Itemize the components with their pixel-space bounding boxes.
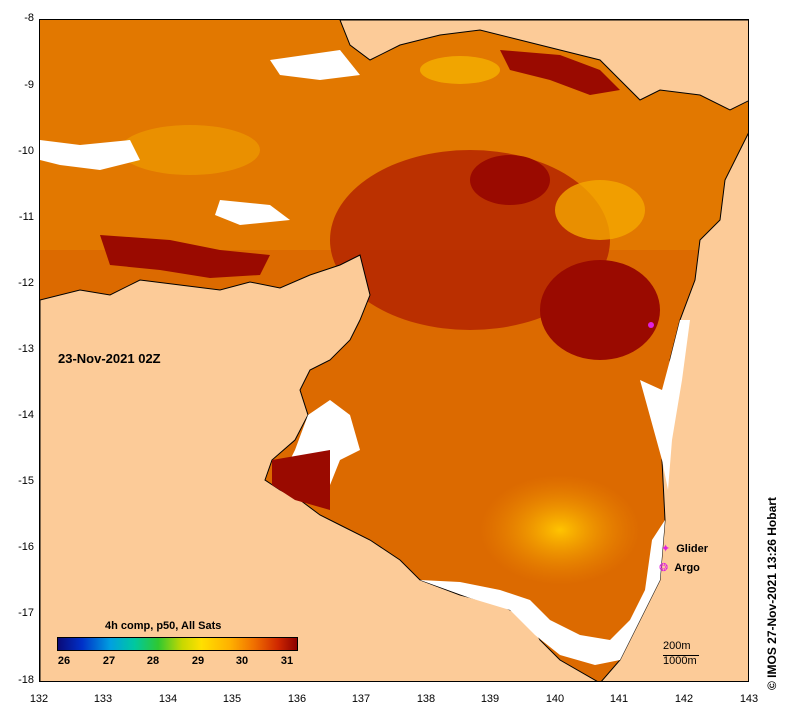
credit-text: © IMOS 27-Nov-2021 13:26 Hobart [765, 497, 779, 690]
colorbar [57, 637, 298, 651]
y-tick-label: -18 [18, 674, 34, 686]
x-tick-label: 132 [29, 693, 49, 705]
colorbar-label: 31 [280, 655, 294, 667]
sst-map-canvas [40, 20, 748, 681]
depth-contour-label-200: 200m [663, 640, 691, 652]
depth-contour-label-1000: 1000m [663, 655, 697, 667]
x-tick-label: 135 [222, 693, 242, 705]
colorbar-label: 29 [191, 655, 205, 667]
colorbar-label: 27 [102, 655, 116, 667]
glider-icon: ✦ [661, 543, 671, 555]
depth-contour-line [663, 655, 699, 656]
nodata-north-west [40, 140, 140, 170]
x-tick-label: 137 [351, 693, 371, 705]
hot-strip-north [500, 50, 620, 95]
colorbar-label: 26 [57, 655, 71, 667]
legend-glider: ✦ Glider [661, 542, 708, 555]
y-tick-label: -8 [24, 12, 34, 24]
y-tick-label: -9 [24, 79, 34, 91]
legend-argo-label: Argo [674, 562, 700, 574]
land-island-west [272, 450, 330, 510]
y-tick-label: -12 [18, 277, 34, 289]
x-tick-label: 134 [158, 693, 178, 705]
nodata-gulf-south [420, 520, 665, 665]
x-tick-label: 136 [287, 693, 307, 705]
x-tick-label: 139 [480, 693, 500, 705]
argo-icon: ❂ [659, 562, 669, 574]
colorbar-label: 28 [146, 655, 160, 667]
nodata-north-band [270, 50, 360, 80]
colorbar-label: 30 [235, 655, 249, 667]
east-yellow-patch [555, 180, 645, 240]
legend-glider-label: Glider [676, 543, 709, 555]
y-tick-label: -14 [18, 409, 34, 421]
land-north-coast [339, 20, 748, 111]
y-tick-label: -17 [18, 607, 34, 619]
x-tick-label: 142 [674, 693, 694, 705]
east-hot-patch [540, 260, 660, 360]
x-tick-label: 141 [609, 693, 629, 705]
x-tick-label: 138 [416, 693, 436, 705]
x-tick-label: 133 [93, 693, 113, 705]
north-yellow-patch [420, 56, 500, 84]
y-tick-label: -11 [18, 211, 34, 223]
legend-argo: ❂ Argo [659, 561, 700, 574]
north-gulf-hot-patch [470, 155, 550, 205]
colorbar-title: 4h comp, p50, All Sats [105, 620, 222, 632]
south-yellow-patch [480, 475, 640, 585]
sst-map[interactable] [39, 19, 749, 682]
glider-marker[interactable] [648, 322, 654, 328]
hot-strip-northwest [100, 235, 270, 278]
y-tick-label: -15 [18, 475, 34, 487]
y-tick-label: -13 [18, 343, 34, 355]
y-tick-label: -10 [18, 145, 34, 157]
west-yellow-patch [120, 125, 260, 175]
nodata-north-mid [215, 200, 290, 225]
x-tick-label: 143 [739, 693, 759, 705]
x-tick-label: 140 [545, 693, 565, 705]
y-tick-label: -16 [18, 541, 34, 553]
nodata-gulf-east [640, 320, 690, 490]
date-label: 23-Nov-2021 02Z [58, 351, 161, 366]
